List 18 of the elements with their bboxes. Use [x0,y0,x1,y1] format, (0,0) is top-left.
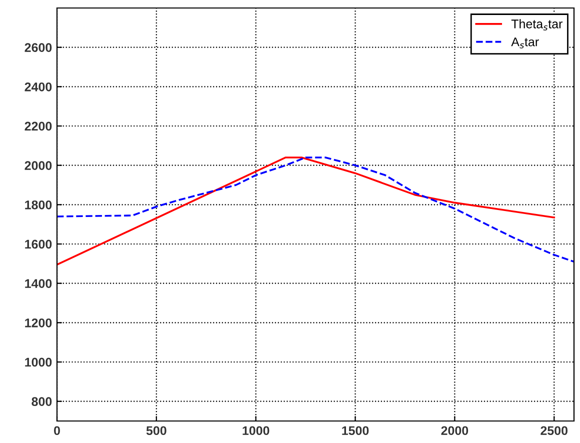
x-tick-label: 0 [54,426,60,436]
x-tick-label: 500 [146,426,166,436]
y-tick-label: 800 [32,397,52,406]
y-tick-label: 1600 [25,240,52,249]
y-tick-label: 2400 [24,82,52,92]
x-tick-label: 1500 [342,426,369,436]
y-tick-label: 1800 [25,200,52,210]
y-tick-label: 1400 [25,279,52,288]
x-tick-label: 2000 [441,426,468,436]
y-tick-label: 2000 [24,161,52,170]
legend-label: A$_{s}$tar [511,38,539,48]
y-tick-label: 1000 [25,358,52,367]
x-tick-label: 1000 [242,426,270,436]
x-tick-label: 2500 [540,426,568,436]
y-tick-label: 2600 [24,43,52,52]
y-tick-label: 2200 [24,122,52,131]
legend-label: Theta$_{s}$tar [511,19,562,30]
y-tick-label: 1200 [25,318,52,328]
